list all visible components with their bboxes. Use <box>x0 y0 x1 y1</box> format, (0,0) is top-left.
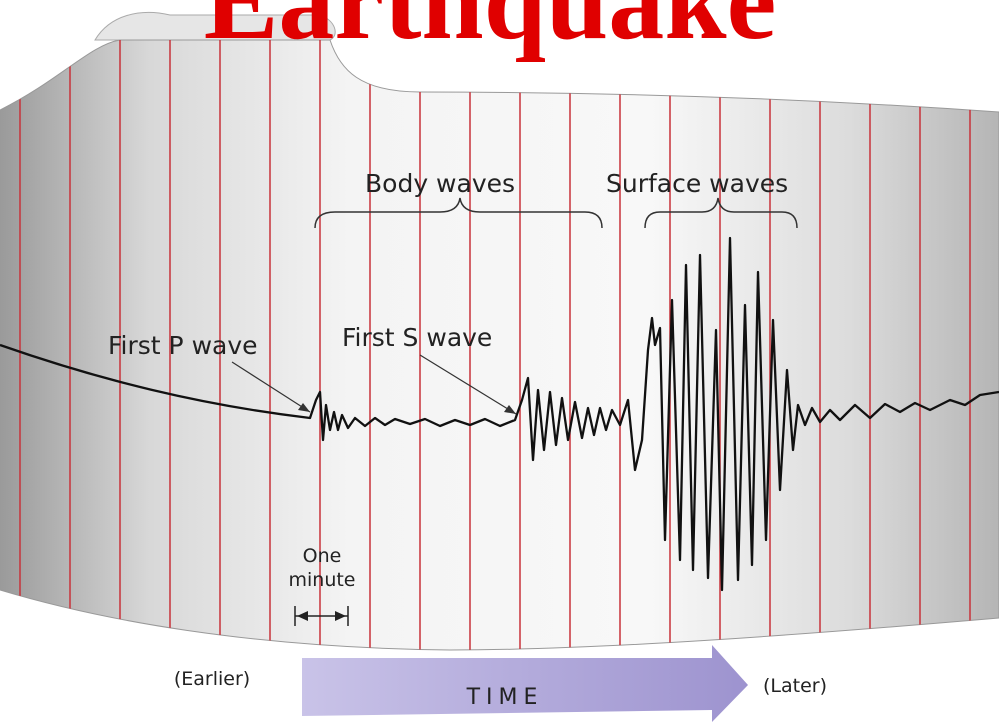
body-waves-label: Body waves <box>365 169 515 198</box>
first-s-wave-label: First S wave <box>342 323 492 352</box>
earlier-label: (Earlier) <box>174 668 250 690</box>
one-minute-label: minute <box>288 569 355 591</box>
one-minute-label: One <box>303 545 342 567</box>
title: Earthquake <box>204 0 777 63</box>
time-arrow <box>302 645 748 722</box>
diagram: Earthquake Body waves Surface waves Firs… <box>0 0 999 725</box>
first-p-wave-label: First P wave <box>108 331 258 360</box>
time-label: TIME <box>466 685 544 710</box>
later-label: (Later) <box>763 675 827 697</box>
surface-waves-label: Surface waves <box>606 169 788 198</box>
